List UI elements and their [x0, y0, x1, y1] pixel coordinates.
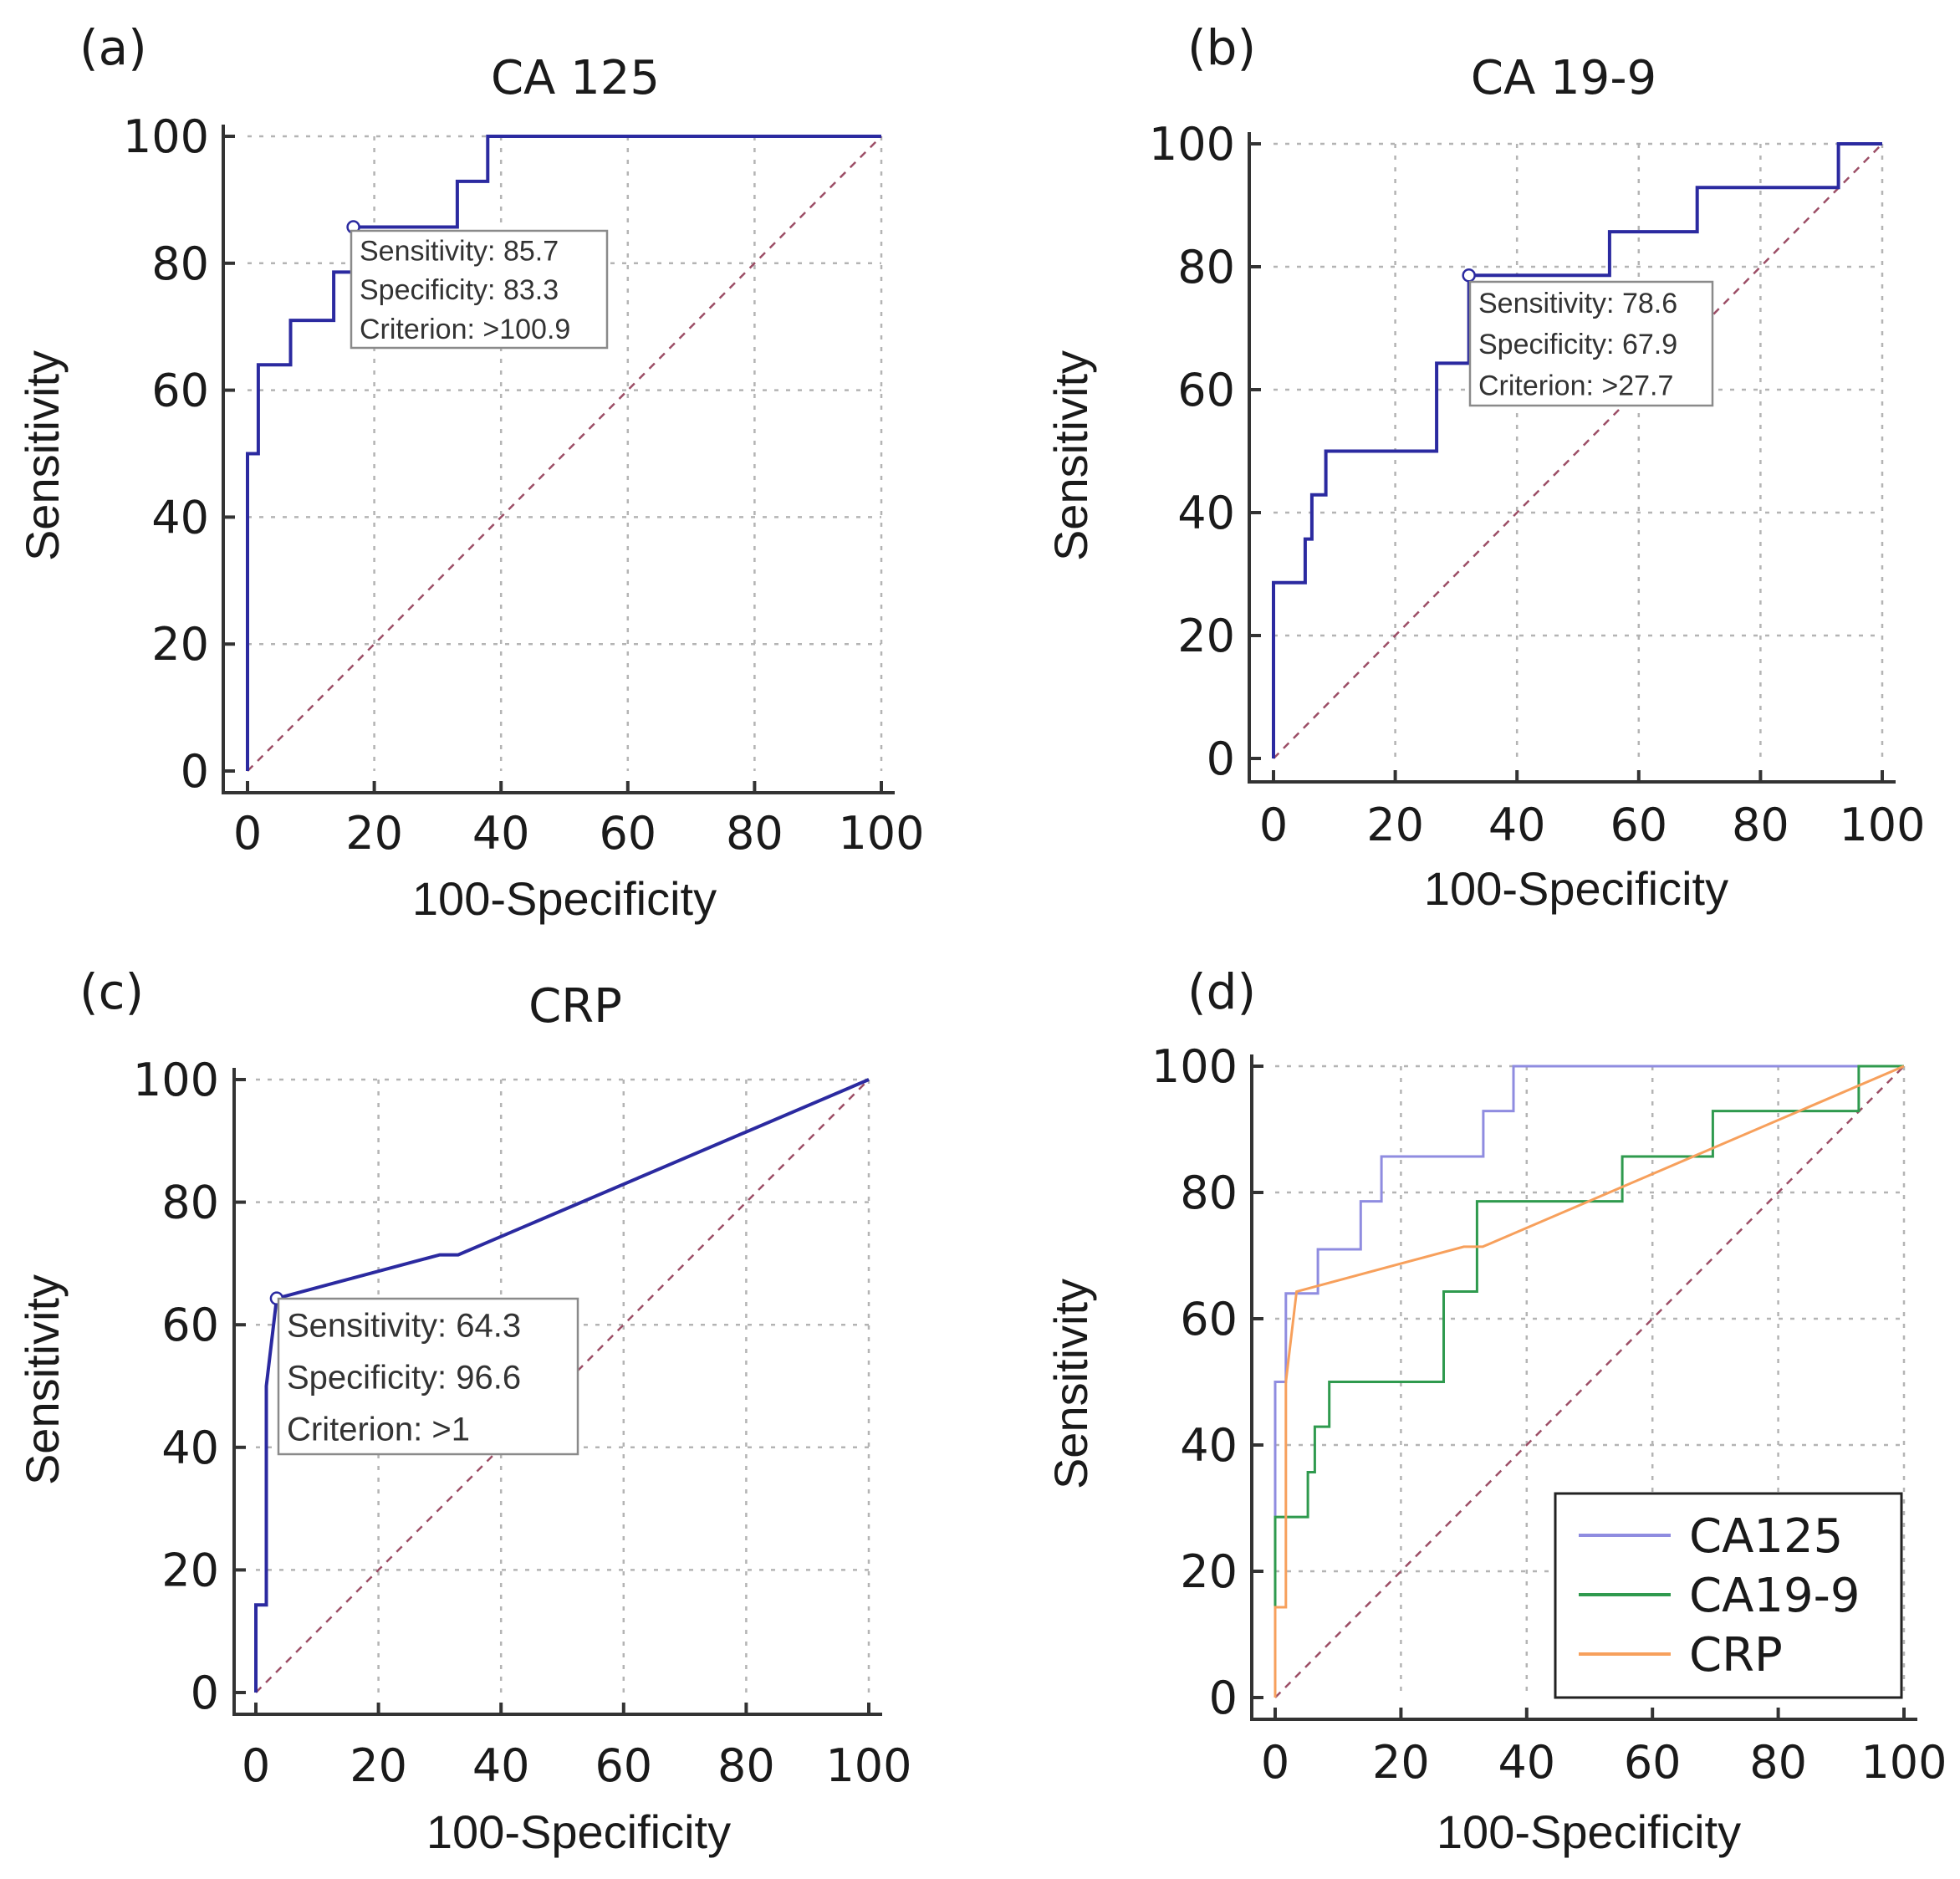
y-tick-label: 20 [1180, 1545, 1238, 1598]
x-tick-label: 80 [1732, 799, 1789, 851]
y-tick-label: 100 [123, 110, 209, 163]
x-tick-label: 40 [472, 807, 530, 860]
panel-letter: (b) [1187, 19, 1256, 76]
y-axis-label: Sensitivity [16, 350, 69, 561]
x-tick-label: 20 [350, 1739, 407, 1792]
legend-label: CA19-9 [1689, 1569, 1860, 1623]
x-tick-label: 80 [726, 807, 783, 860]
x-tick-label: 20 [1366, 799, 1424, 851]
x-axis-label: 100-Specificity [412, 872, 717, 925]
criterion-callout-line: Criterion: >100.9 [360, 314, 570, 345]
criterion-callout-line: Specificity: 67.9 [1478, 329, 1677, 360]
x-tick-label: 0 [233, 807, 262, 860]
criterion-callout-box [1468, 280, 1714, 407]
roc-curve-ca125 [1273, 1065, 1904, 1698]
legend-label: CRP [1689, 1628, 1783, 1682]
y-axis-label: Sensitivity [1044, 1279, 1097, 1489]
x-tick-label: 0 [242, 1739, 270, 1792]
y-tick-label: 100 [133, 1054, 219, 1106]
y-tick-label: 80 [161, 1177, 219, 1229]
x-axis-label: 100-Specificity [426, 1805, 731, 1858]
x-tick-label: 40 [472, 1739, 530, 1792]
reference-diagonal-line [1273, 143, 1883, 759]
x-tick-label: 80 [717, 1739, 775, 1792]
y-tick-label: 60 [161, 1299, 219, 1351]
x-tick-label: 0 [1259, 799, 1288, 851]
x-tick-label: 80 [1749, 1736, 1807, 1789]
criterion-point-marker [1462, 268, 1476, 283]
criterion-callout-box [277, 1297, 579, 1456]
y-tick-label: 80 [1180, 1167, 1238, 1219]
x-tick-label: 60 [599, 807, 656, 860]
y-tick-label: 80 [1177, 241, 1235, 294]
criterion-callout-line: Specificity: 83.3 [360, 274, 559, 306]
chart-panel-3: (c) CRP 0 20 40 60 80 100 0 20 40 60 80 100 100-Specif… [16, 963, 912, 1858]
criterion-callout-line: Criterion: >1 [287, 1411, 470, 1448]
x-tick-label: 60 [1610, 799, 1667, 851]
x-tick-label: 20 [345, 807, 403, 860]
x-tick-label: 40 [1488, 799, 1546, 851]
x-tick-label: 60 [595, 1739, 652, 1792]
y-tick-label: 0 [181, 745, 209, 798]
x-tick-label: 100 [1860, 1736, 1947, 1789]
y-tick-label: 20 [161, 1544, 219, 1596]
y-tick-label: 20 [1177, 610, 1235, 662]
criterion-callout-line: Specificity: 96.6 [287, 1359, 521, 1396]
criterion-callout-box [350, 229, 609, 350]
chart-title: CA 19-9 [1471, 51, 1656, 105]
roc-curve-crp [254, 1078, 870, 1693]
reference-diagonal-line [1274, 1065, 1905, 1698]
y-tick-label: 40 [1180, 1419, 1238, 1472]
criterion-callout-line: Criterion: >27.7 [1478, 370, 1673, 402]
y-tick-label: 0 [1209, 1672, 1238, 1724]
x-tick-label: 100 [838, 807, 924, 860]
y-tick-label: 100 [1151, 1040, 1238, 1093]
y-tick-label: 40 [1177, 487, 1235, 539]
y-tick-label: 60 [1180, 1293, 1238, 1345]
criterion-callout-line: Sensitivity: 78.6 [1478, 288, 1677, 319]
x-tick-label: 100 [1839, 799, 1925, 851]
chart-panel-4: (d) 0 20 40 60 80 100 0 20 40 60 80 100 100-Specifici… [1044, 963, 1947, 1858]
x-axis-label: 100-Specificity [1437, 1805, 1741, 1858]
y-axis-label: Sensitivity [16, 1274, 69, 1485]
chart-panel-2: (b) CA 19-9 0 20 40 60 80 100 0 20 40 60 80 100 100-Sp… [1044, 19, 1926, 915]
legend-label: CA125 [1689, 1509, 1843, 1564]
y-tick-label: 60 [151, 365, 209, 417]
criterion-callout-line: Sensitivity: 85.7 [360, 236, 559, 268]
chart-panel-1: (a) CA 125 0 20 40 60 80 100 0 20 40 60 80 100 100-Spe… [16, 19, 925, 925]
roc-curve-crp [1273, 1065, 1905, 1698]
y-tick-label: 80 [151, 237, 209, 290]
chart-title: CA 125 [491, 51, 660, 105]
roc-curve-ca-125 [246, 135, 881, 771]
y-tick-label: 60 [1177, 364, 1235, 416]
x-tick-label: 40 [1498, 1736, 1555, 1789]
chart-title: CRP [528, 979, 622, 1034]
y-tick-label: 40 [151, 491, 209, 544]
x-tick-label: 60 [1624, 1736, 1682, 1789]
x-tick-label: 20 [1372, 1736, 1430, 1789]
x-tick-label: 100 [825, 1739, 911, 1792]
criterion-callout-line: Sensitivity: 64.3 [287, 1307, 521, 1344]
panel-letter: (d) [1187, 963, 1256, 1020]
x-axis-label: 100-Specificity [1424, 862, 1728, 915]
roc-curve-ca-19-9 [1272, 142, 1882, 758]
reference-diagonal-line [247, 135, 882, 772]
roc-curve-ca19-9 [1273, 1065, 1904, 1698]
y-tick-label: 0 [191, 1667, 219, 1719]
x-tick-label: 0 [1261, 1736, 1289, 1789]
y-tick-label: 20 [151, 618, 209, 671]
y-axis-label: Sensitivity [1044, 350, 1097, 561]
panel-letter: (c) [79, 963, 144, 1020]
y-tick-label: 40 [161, 1422, 219, 1474]
y-tick-label: 100 [1149, 118, 1235, 171]
y-tick-label: 0 [1207, 733, 1235, 785]
panel-letter: (a) [79, 19, 147, 76]
